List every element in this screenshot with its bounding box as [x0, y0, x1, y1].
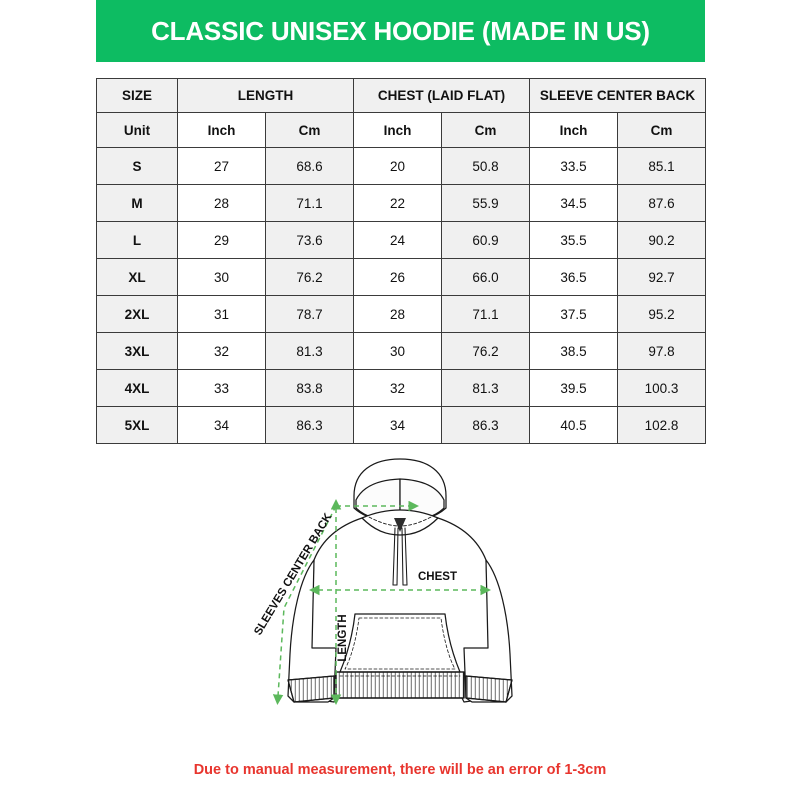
cell-length-inch: 31 — [177, 295, 266, 333]
drawstring-left — [392, 527, 396, 586]
cell-sleeve-inch: 33.5 — [529, 147, 619, 185]
unit-length-inch: Inch — [177, 112, 266, 148]
cell-length-inch: 29 — [177, 221, 266, 259]
cell-sleeve-cm: 92.7 — [617, 258, 707, 296]
row-size-label: S — [96, 147, 178, 185]
table-row: L 29 73.6 24 60.9 35.5 90.2 — [96, 221, 707, 259]
table-unit-row: Unit Inch Cm Inch Cm Inch Cm — [96, 112, 707, 148]
cell-chest-inch: 30 — [353, 332, 442, 370]
cell-chest-inch: 24 — [353, 221, 442, 259]
cell-chest-cm: 50.8 — [440, 147, 531, 185]
measurement-disclaimer: Due to manual measurement, there will be… — [193, 762, 607, 778]
table-row: 3XL 32 81.3 30 76.2 38.5 97.8 — [96, 332, 707, 370]
size-chart-table: SIZE LENGTH CHEST (LAID FLAT) SLEEVE CEN… — [96, 78, 707, 444]
cell-length-inch: 30 — [177, 258, 266, 296]
row-size-label: L — [96, 221, 178, 259]
table-row: 5XL 34 86.3 34 86.3 40.5 102.8 — [96, 406, 707, 444]
header-banner: CLASSIC UNISEX HOODIE (MADE IN US) — [96, 0, 705, 62]
cell-length-inch: 28 — [177, 184, 266, 222]
column-header-length: LENGTH — [177, 78, 354, 113]
cell-chest-cm: 86.3 — [440, 406, 531, 444]
row-size-label: 3XL — [96, 332, 178, 370]
cell-chest-cm: 66.0 — [440, 258, 531, 296]
cell-length-cm: 73.6 — [265, 221, 354, 259]
cell-length-cm: 81.3 — [265, 332, 354, 370]
cell-chest-inch: 20 — [353, 147, 442, 185]
column-header-sleeve: SLEEVE CENTER BACK — [529, 78, 707, 113]
page-title: CLASSIC UNISEX HOODIE (MADE IN US) — [151, 15, 650, 46]
row-size-label: M — [96, 184, 178, 222]
cell-length-cm: 83.8 — [265, 369, 354, 407]
cell-chest-cm: 60.9 — [440, 221, 531, 259]
cell-length-inch: 34 — [177, 406, 266, 444]
cell-chest-cm: 81.3 — [440, 369, 531, 407]
cell-sleeve-cm: 90.2 — [617, 221, 707, 259]
column-header-size: SIZE — [96, 78, 178, 113]
cell-sleeve-inch: 38.5 — [529, 332, 619, 370]
table-row: M 28 71.1 22 55.9 34.5 87.6 — [96, 184, 707, 222]
unit-chest-inch: Inch — [353, 112, 442, 148]
unit-chest-cm: Cm — [440, 112, 531, 148]
cell-chest-inch: 28 — [353, 295, 442, 333]
cell-sleeve-cm: 95.2 — [617, 295, 707, 333]
row-size-label: 5XL — [96, 406, 178, 444]
cell-chest-inch: 34 — [353, 406, 442, 444]
collar-v-notch — [394, 518, 406, 532]
cell-sleeve-inch: 36.5 — [529, 258, 619, 296]
hoodie-diagram: CHEST LENGTH SLEEVES CENTER BACK — [250, 448, 550, 748]
cell-length-cm: 76.2 — [265, 258, 354, 296]
measurement-guides — [272, 499, 491, 705]
cell-length-inch: 27 — [177, 147, 266, 185]
table-row: S 27 68.6 20 50.8 33.5 85.1 — [96, 147, 707, 185]
cell-chest-inch: 26 — [353, 258, 442, 296]
table-row: 4XL 33 83.8 32 81.3 39.5 100.3 — [96, 369, 707, 407]
cell-sleeve-inch: 40.5 — [529, 406, 619, 444]
cell-sleeve-cm: 97.8 — [617, 332, 707, 370]
collar-left-edge — [359, 511, 401, 527]
row-size-label: 2XL — [96, 295, 178, 333]
cell-sleeve-cm: 87.6 — [617, 184, 707, 222]
pocket-stitch — [344, 617, 456, 670]
unit-sleeve-cm: Cm — [617, 112, 707, 148]
cell-length-cm: 86.3 — [265, 406, 354, 444]
cell-chest-cm: 76.2 — [440, 332, 531, 370]
cell-length-cm: 71.1 — [265, 184, 354, 222]
table-row: XL 30 76.2 26 66.0 36.5 92.7 — [96, 258, 707, 296]
cell-sleeve-inch: 37.5 — [529, 295, 619, 333]
cell-length-inch: 32 — [177, 332, 266, 370]
cell-length-cm: 78.7 — [265, 295, 354, 333]
column-header-chest: CHEST (LAID FLAT) — [352, 78, 531, 113]
sleeve-guide-line — [272, 505, 337, 705]
drawstring-left-b — [396, 527, 399, 586]
drawstring-right-b — [401, 527, 404, 586]
unit-sleeve-inch: Inch — [529, 112, 619, 148]
row-size-label: 4XL — [96, 369, 178, 407]
table-group-header-row: SIZE LENGTH CHEST (LAID FLAT) SLEEVE CEN… — [96, 78, 707, 113]
cell-sleeve-inch: 39.5 — [529, 369, 619, 407]
cell-length-inch: 33 — [177, 369, 266, 407]
cell-sleeve-inch: 34.5 — [529, 184, 619, 222]
length-label: LENGTH — [337, 614, 349, 661]
unit-length-cm: Cm — [265, 112, 354, 148]
unit-label: Unit — [96, 112, 178, 148]
cell-chest-inch: 22 — [353, 184, 442, 222]
drawstring-right — [404, 527, 408, 586]
collar-right-edge — [399, 511, 441, 527]
row-size-label: XL — [96, 258, 178, 296]
table-row: 2XL 31 78.7 28 71.1 37.5 95.2 — [96, 295, 707, 333]
cell-chest-cm: 55.9 — [440, 184, 531, 222]
right-cuff-outline — [465, 675, 513, 703]
cell-sleeve-cm: 102.8 — [617, 406, 707, 444]
cell-sleeve-inch: 35.5 — [529, 221, 619, 259]
cell-sleeve-cm: 85.1 — [617, 147, 707, 185]
cell-length-cm: 68.6 — [265, 147, 354, 185]
chest-label: CHEST — [418, 571, 457, 583]
cell-chest-inch: 32 — [353, 369, 442, 407]
cell-chest-cm: 71.1 — [440, 295, 531, 333]
cell-sleeve-cm: 100.3 — [617, 369, 707, 407]
hoodie-outline-group — [287, 458, 513, 703]
